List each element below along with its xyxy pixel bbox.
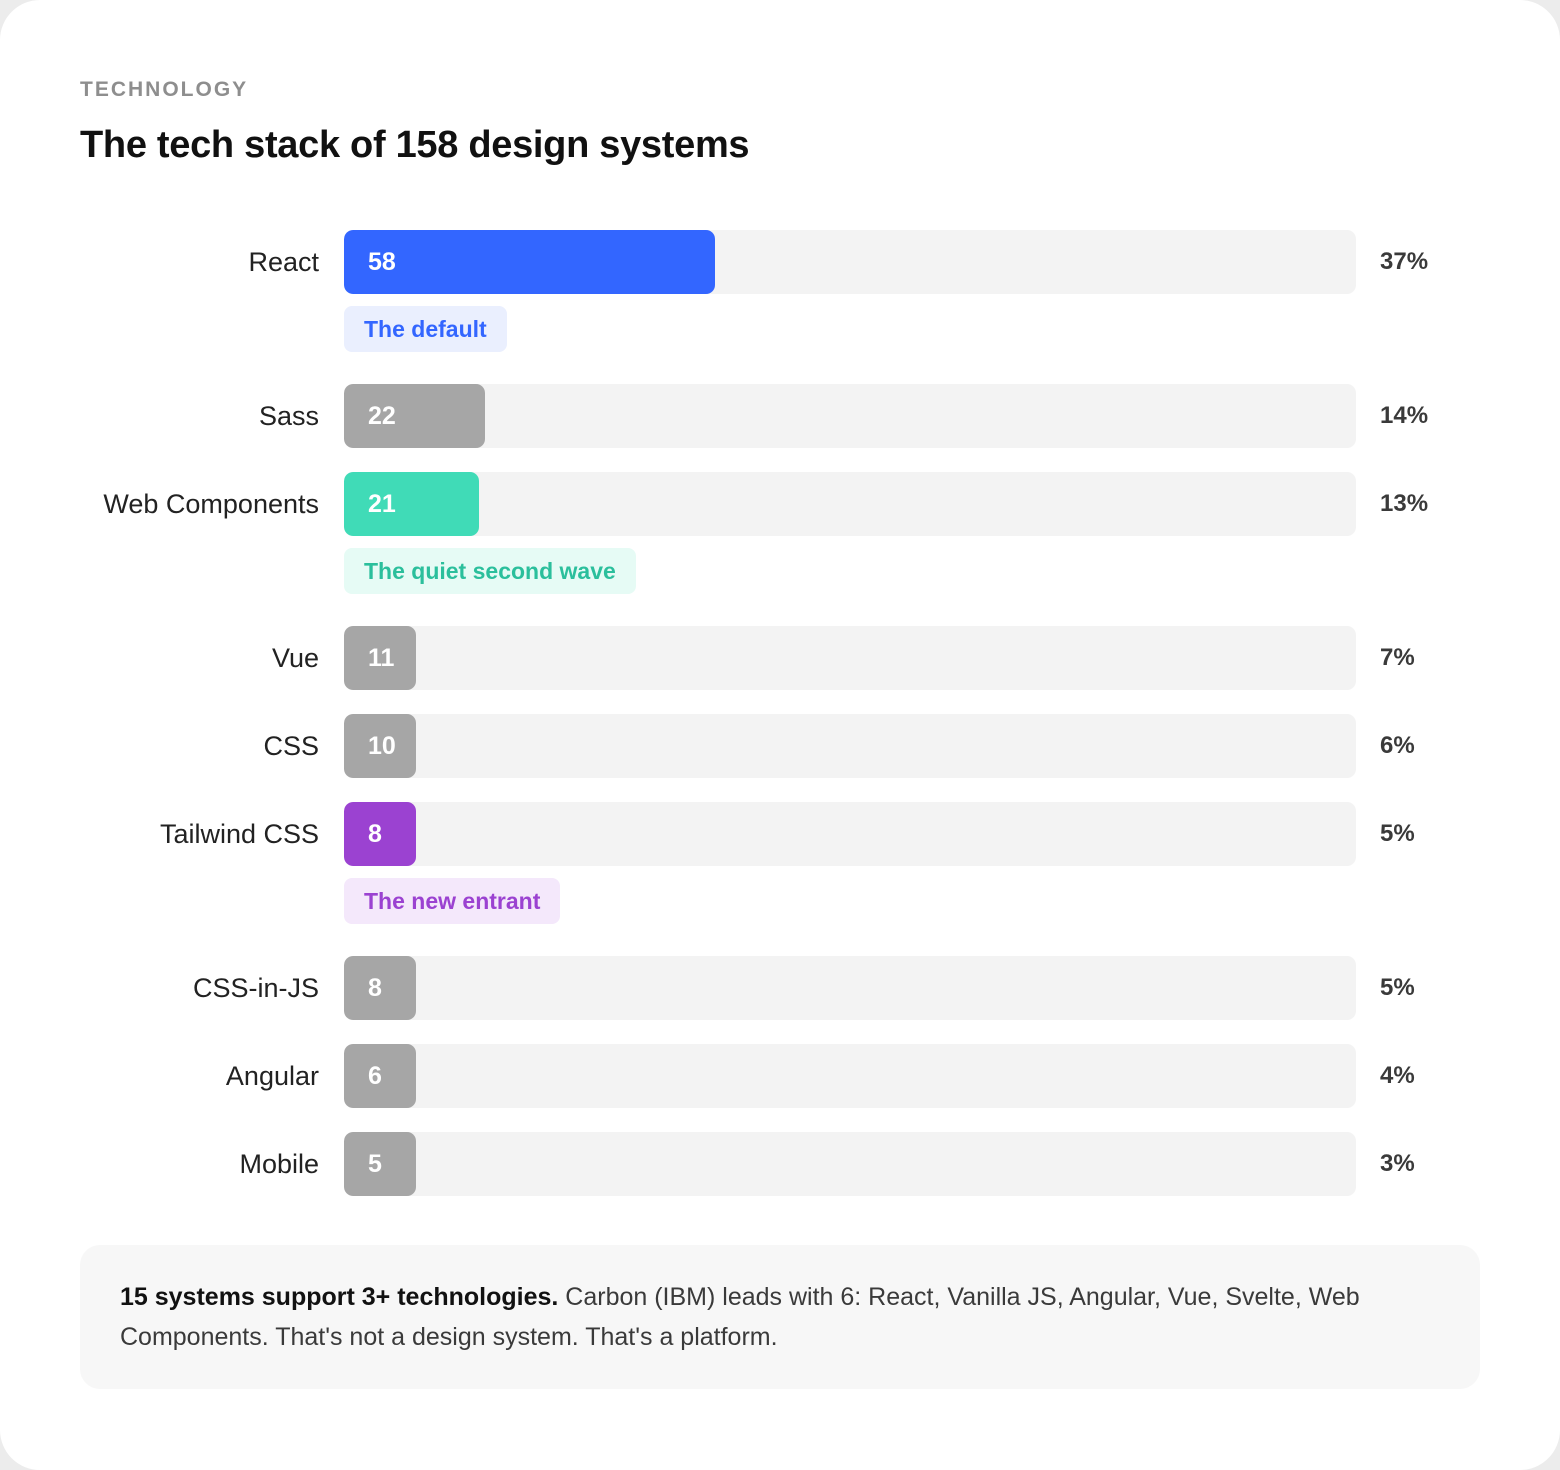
category-label-sass: Sass <box>258 401 319 431</box>
bar-value-angular: 6 <box>368 1062 382 1090</box>
bar-value-react: 58 <box>368 248 396 276</box>
bar-value-css: 10 <box>368 732 396 760</box>
bar-percent-react: 37% <box>1380 248 1429 275</box>
insight-note-lead: 15 systems support 3+ technologies. <box>120 1283 559 1311</box>
section-eyebrow: TECHNOLOGY <box>80 78 249 101</box>
bar-track-css-in-js: 8 <box>344 956 1356 1020</box>
chart-title: The tech stack of 158 design systems <box>80 124 750 166</box>
bar-track-angular: 6 <box>344 1044 1356 1108</box>
annotation-react: The default <box>344 306 507 352</box>
annotation-tailwind-css: The new entrant <box>344 878 561 924</box>
bar-value-css-in-js: 8 <box>368 974 382 1002</box>
bar-tailwind-css: 8 <box>344 802 416 866</box>
bar-track-tailwind-css: 8 <box>344 802 1356 866</box>
bar-percent-angular: 4% <box>1380 1062 1415 1089</box>
bar-track-sass: 22 <box>344 384 1356 448</box>
bar-percent-vue: 7% <box>1380 644 1415 671</box>
category-label-react: React <box>248 247 319 277</box>
bar-percent-web-components: 13% <box>1380 490 1429 517</box>
insight-note-body: Carbon (IBM) leads with 6: React, Vanill… <box>120 1283 1360 1351</box>
bar-track-react: 58 <box>344 230 1356 294</box>
bar-css: 10 <box>344 714 416 778</box>
category-label-vue: Vue <box>271 643 319 673</box>
bar-mobile: 5 <box>344 1132 416 1196</box>
bar-percent-css: 6% <box>1380 732 1415 759</box>
category-label-mobile: Mobile <box>239 1149 319 1179</box>
category-label-tailwind-css: Tailwind CSS <box>159 819 319 849</box>
insight-note: 15 systems support 3+ technologies. Carb… <box>80 1245 1480 1389</box>
bar-percent-mobile: 3% <box>1380 1150 1415 1177</box>
bar-value-web-components: 21 <box>368 490 396 518</box>
bar-track-mobile: 5 <box>344 1132 1356 1196</box>
category-label-web-components: Web Components <box>103 489 319 519</box>
bar-web-components: 21 <box>344 472 479 536</box>
bar-track-web-components: 21 <box>344 472 1356 536</box>
bar-percent-css-in-js: 5% <box>1380 974 1415 1001</box>
category-label-angular: Angular <box>225 1061 319 1091</box>
bar-vue: 11 <box>344 626 416 690</box>
bar-sass: 22 <box>344 384 485 448</box>
category-label-css-in-js: CSS-in-JS <box>192 973 319 1003</box>
bar-value-mobile: 5 <box>368 1150 382 1178</box>
bar-track-css: 10 <box>344 714 1356 778</box>
bar-value-vue: 11 <box>368 644 395 672</box>
bar-react: 58 <box>344 230 715 294</box>
bar-angular: 6 <box>344 1044 416 1108</box>
bar-percent-sass: 14% <box>1380 402 1429 429</box>
bar-value-sass: 22 <box>368 402 396 430</box>
annotation-web-components: The quiet second wave <box>344 548 636 594</box>
bar-percent-tailwind-css: 5% <box>1380 820 1415 847</box>
bar-value-tailwind-css: 8 <box>368 820 382 848</box>
bar-css-in-js: 8 <box>344 956 416 1020</box>
bar-track-vue: 11 <box>344 626 1356 690</box>
category-label-css: CSS <box>263 731 319 761</box>
